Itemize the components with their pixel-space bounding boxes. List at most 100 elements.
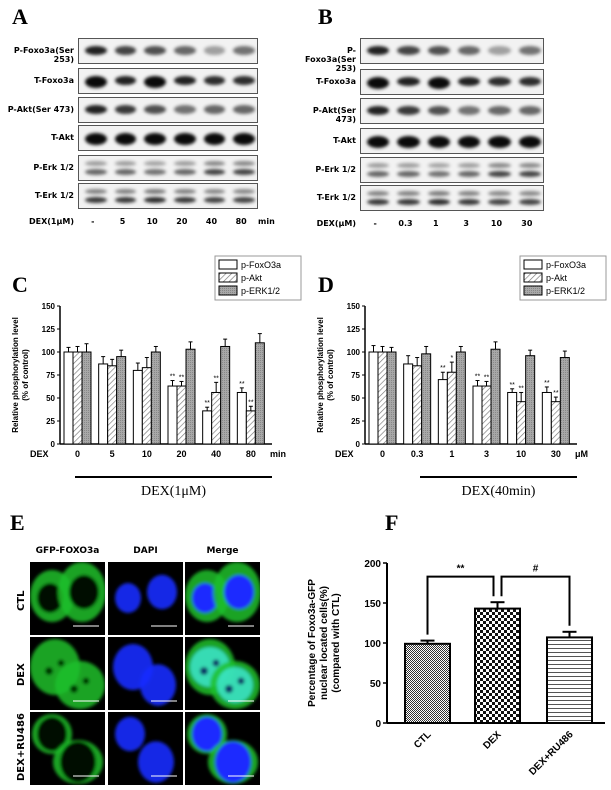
legend-swatch (523, 272, 543, 283)
x-unit-label: min (270, 449, 286, 459)
x-prefix-label: DEX (335, 449, 354, 459)
blot-band (203, 189, 226, 194)
blot-strip (78, 155, 258, 181)
blot-band (397, 106, 420, 115)
blot-band (144, 76, 166, 88)
x-tick-label: DEX+RU486 (527, 729, 576, 778)
legend-label: p-FoxO3a (546, 260, 586, 270)
row-label: DEX (16, 662, 27, 686)
micrograph (108, 637, 183, 710)
y-axis-label-line: Percentage of Foxo3a-GFP (307, 579, 318, 707)
blot-band (233, 161, 255, 166)
significance-mark: ** (170, 374, 176, 381)
bar (245, 410, 256, 445)
lane-label: 5 (119, 217, 126, 226)
blot-strip (78, 68, 258, 94)
blot-band (427, 199, 450, 205)
blot-band (458, 46, 481, 55)
blot-band (85, 105, 107, 114)
blot-band (518, 46, 541, 55)
blot-band (174, 76, 196, 85)
panel-label-b: B (318, 4, 333, 29)
dapi-nucleus (115, 716, 145, 752)
y-tick-label: 0 (356, 440, 361, 449)
significance-mark: ** (213, 375, 219, 382)
bar (472, 385, 483, 445)
significance-mark: ** (475, 374, 481, 381)
blot-band (488, 106, 511, 115)
blot-band (397, 171, 420, 177)
blot-row-label: T-Erk 1/2 (316, 193, 356, 202)
bar (132, 369, 143, 445)
blot-band (397, 191, 420, 196)
lane-label: 1 (433, 219, 439, 228)
blot-band (367, 46, 390, 55)
blot-band (203, 169, 226, 175)
blot-band (518, 171, 541, 177)
bar (559, 357, 570, 445)
bar (516, 401, 527, 445)
blot-band (427, 171, 450, 177)
y-tick-label: 25 (351, 417, 360, 426)
cell-cytoplasm (55, 661, 105, 709)
lane-label: 10 (146, 217, 158, 226)
panel-label-e: E (10, 510, 25, 535)
blot-band (397, 199, 420, 205)
x-tick-label: 40 (211, 449, 221, 459)
bar (403, 363, 414, 445)
y-tick-label: 50 (351, 394, 360, 403)
micrograph (185, 712, 260, 785)
blot-band (144, 161, 166, 166)
panel-label-c: C (12, 272, 28, 297)
significance-mark: ** (239, 381, 245, 388)
y-tick-label: 100 (347, 348, 361, 357)
blot-row-label: P-Erk 1/2 (315, 165, 356, 174)
significance-mark: ** (509, 382, 515, 389)
blot-band (233, 189, 255, 194)
bar (236, 391, 247, 445)
blot-row-label: P-Akt(Ser 473) (7, 105, 74, 114)
blot-band (367, 171, 390, 177)
legend-swatch (218, 259, 238, 270)
bar (254, 342, 265, 445)
legend-label: p-Akt (546, 273, 568, 283)
blot-band (458, 171, 481, 177)
cell-nucleus (224, 574, 254, 610)
y-tick-label: 0 (375, 719, 381, 730)
micrograph (30, 637, 105, 710)
legend-swatch (218, 285, 238, 296)
blot-row-label: T-Foxo3a (34, 76, 74, 85)
blot-row-label: T-Akt (51, 133, 74, 142)
cell-nucleus (37, 716, 67, 752)
nucleolus (225, 685, 233, 693)
blot-band (85, 189, 107, 194)
x-unit-label: μM (575, 449, 588, 459)
blot-band (458, 163, 481, 168)
blot-band (488, 136, 511, 148)
blot-band (518, 136, 541, 148)
significance-mark: ** (518, 385, 524, 392)
blot-band (427, 163, 450, 168)
bar (107, 365, 118, 445)
y-tick-label: 75 (46, 371, 55, 380)
blot-strip (360, 38, 544, 64)
significance-mark: ** (553, 390, 559, 397)
cell-nucleus (217, 667, 253, 703)
bar (150, 351, 161, 445)
blot-band (203, 76, 226, 85)
blot-band (488, 163, 511, 168)
blot-band (85, 76, 107, 88)
nucleolus (82, 677, 90, 685)
y-axis-label: Percentage of Foxo3a-GFPnuclear located … (307, 579, 342, 707)
x-tick-label: CTL (412, 729, 434, 751)
blot-band (367, 191, 390, 196)
x-tick-label: 30 (551, 449, 561, 459)
blot-band (203, 105, 226, 114)
x-tick-label: 3 (484, 449, 489, 459)
lane-label: 80 (235, 217, 247, 226)
significance-mark: ** (179, 374, 185, 381)
bar (377, 351, 388, 445)
micrograph (30, 562, 105, 635)
